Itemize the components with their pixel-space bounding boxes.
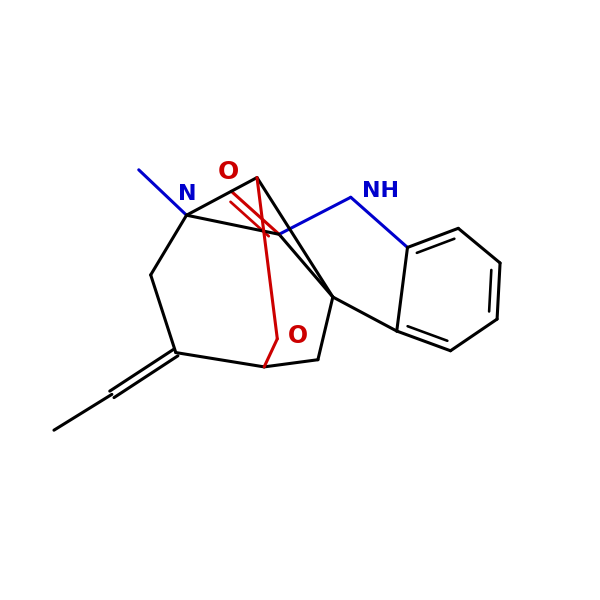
- Text: NH: NH: [362, 181, 398, 202]
- Text: O: O: [218, 160, 239, 184]
- Text: N: N: [178, 184, 197, 205]
- Text: O: O: [288, 324, 308, 348]
